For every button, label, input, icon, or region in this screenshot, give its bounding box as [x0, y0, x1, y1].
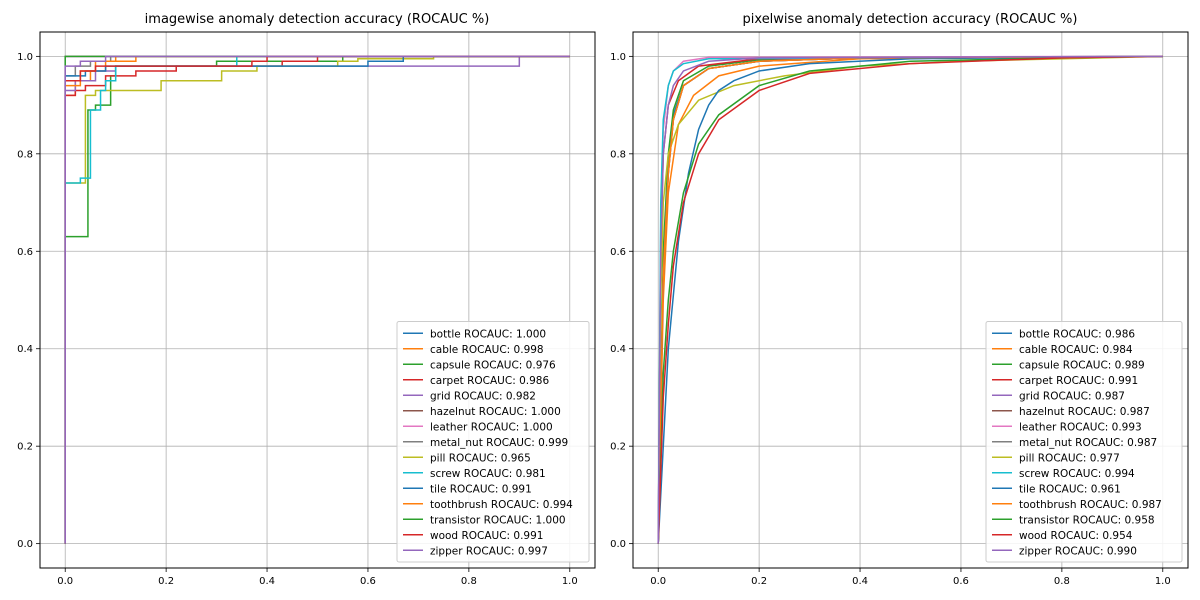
legend-label: toothbrush ROCAUC: 0.987 [1019, 499, 1162, 511]
x-tick-label: 1.0 [562, 576, 578, 587]
x-tick-label: 0.8 [1054, 576, 1070, 587]
legend-label: capsule ROCAUC: 0.976 [430, 359, 556, 371]
x-tick-label: 0.2 [158, 576, 174, 587]
legend-label: transistor ROCAUC: 1.000 [430, 514, 566, 526]
legend-label: grid ROCAUC: 0.987 [1019, 390, 1125, 402]
legend-label: zipper ROCAUC: 0.990 [1019, 545, 1137, 557]
legend-label: hazelnut ROCAUC: 0.987 [1019, 406, 1150, 418]
chart-title: imagewise anomaly detection accuracy (RO… [145, 12, 490, 27]
legend-label: carpet ROCAUC: 0.986 [430, 375, 549, 387]
series-line [657, 55, 1163, 544]
legend-label: pill ROCAUC: 0.977 [1019, 452, 1120, 464]
y-tick-label: 0.4 [610, 344, 626, 355]
series-line [657, 55, 1163, 544]
x-tick-label: 0.6 [360, 576, 376, 587]
y-tick-label: 0.8 [610, 149, 626, 160]
x-tick-label: 0.8 [461, 576, 477, 587]
series-layer [657, 55, 1163, 544]
chart-imagewise: imagewise anomaly detection accuracy (RO… [17, 12, 596, 587]
legend-label: transistor ROCAUC: 0.958 [1019, 514, 1155, 526]
legend-label: wood ROCAUC: 0.991 [430, 530, 543, 542]
legend-label: hazelnut ROCAUC: 1.000 [430, 406, 561, 418]
x-tick-label: 0.0 [57, 576, 73, 587]
series-line [657, 55, 1163, 544]
series-line [64, 55, 570, 544]
legend-label: metal_nut ROCAUC: 0.987 [1019, 437, 1157, 449]
legend-box [396, 321, 590, 563]
series-line [657, 55, 1163, 544]
legend-label: cable ROCAUC: 0.998 [430, 344, 544, 356]
legend-label: bottle ROCAUC: 1.000 [430, 328, 546, 340]
legend-label: bottle ROCAUC: 0.986 [1019, 328, 1135, 340]
y-tick-label: 0.2 [17, 442, 33, 453]
legend-label: wood ROCAUC: 0.954 [1019, 530, 1133, 542]
x-tick-label: 0.0 [650, 576, 666, 587]
series-line [64, 55, 570, 544]
y-tick-label: 0.6 [17, 247, 33, 258]
x-tick-label: 0.2 [751, 576, 767, 587]
legend-label: screw ROCAUC: 0.981 [430, 468, 546, 480]
legend-label: leather ROCAUC: 0.993 [1019, 421, 1142, 433]
y-tick-label: 0.4 [17, 344, 33, 355]
legend-label: grid ROCAUC: 0.982 [430, 390, 536, 402]
legend-label: toothbrush ROCAUC: 0.994 [430, 499, 573, 511]
series-line [657, 55, 1163, 544]
series-line [657, 55, 1163, 544]
y-tick-label: 0.0 [17, 539, 33, 550]
legend-box [985, 321, 1183, 563]
legend-label: cable ROCAUC: 0.984 [1019, 344, 1133, 356]
y-ticks: 0.0 0.2 0.4 0.6 0.8 1.0 [610, 52, 633, 550]
legend-label: tile ROCAUC: 0.961 [1019, 483, 1121, 495]
y-tick-label: 0.6 [610, 247, 626, 258]
plot-frame [632, 31, 1189, 569]
legend: bottle ROCAUC: 0.986 cable ROCAUC: 0.984 c… [985, 321, 1183, 563]
x-tick-label: 0.4 [259, 576, 275, 587]
series-line [64, 55, 570, 544]
y-tick-label: 0.0 [610, 539, 626, 550]
legend-label: capsule ROCAUC: 0.989 [1019, 359, 1145, 371]
y-tick-label: 0.2 [610, 442, 626, 453]
y-ticks: 0.0 0.2 0.4 0.6 0.8 1.0 [17, 52, 40, 550]
x-tick-label: 1.0 [1155, 576, 1171, 587]
legend-label: zipper ROCAUC: 0.997 [430, 545, 548, 557]
legend-label: leather ROCAUC: 1.000 [430, 421, 553, 433]
legend-label: tile ROCAUC: 0.991 [430, 483, 532, 495]
chart-pixelwise: pixelwise anomaly detection accuracy (RO… [610, 12, 1189, 587]
x-tick-label: 0.4 [852, 576, 868, 587]
y-tick-label: 1.0 [17, 52, 33, 63]
x-tick-label: 0.6 [953, 576, 969, 587]
legend-label: pill ROCAUC: 0.965 [430, 452, 531, 464]
x-ticks: 0.0 0.2 0.4 0.6 0.8 1.0 [650, 568, 1171, 587]
plot-frame [39, 31, 596, 569]
x-ticks: 0.0 0.2 0.4 0.6 0.8 1.0 [57, 568, 578, 587]
legend-label: metal_nut ROCAUC: 0.999 [430, 437, 568, 449]
series-line [657, 55, 1163, 544]
y-tick-label: 1.0 [610, 52, 626, 63]
legend: bottle ROCAUC: 1.000 cable ROCAUC: 0.998 c… [396, 321, 590, 563]
legend-label: carpet ROCAUC: 0.991 [1019, 375, 1138, 387]
y-tick-label: 0.8 [17, 149, 33, 160]
legend-label: screw ROCAUC: 0.994 [1019, 468, 1135, 480]
series-line [64, 55, 570, 544]
series-layer [64, 55, 570, 544]
chart-title: pixelwise anomaly detection accuracy (RO… [743, 12, 1078, 27]
series-line [657, 55, 1163, 544]
